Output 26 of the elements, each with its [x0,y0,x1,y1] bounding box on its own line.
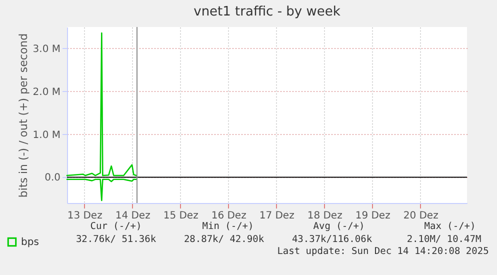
line-series [66,178,137,202]
text: 32.76k/ 51.36k [76,234,156,245]
line-series [66,32,137,176]
x-tick-label: 16 Dez [211,210,246,222]
y-tick-label: 0.0 [44,172,60,184]
x-tick-label: 15 Dez [163,210,198,222]
y-axis-title: bits in (-) / out (+) per second [16,33,30,198]
legend-label: bps [21,237,39,248]
x-tick-label: 19 Dez [355,210,390,222]
text: Min (-/+) [202,221,254,232]
text: Last update: Sun Dec 14 14:20:08 2025 [277,246,489,257]
text: 43.37k/116.06k [292,234,372,245]
x-tick-label: 14 Dez [115,210,150,222]
y-tick-label: 1.0 M [32,130,60,141]
chart-title: vnet1 traffic - by week [194,4,341,20]
text: Cur (-/+) [90,221,142,232]
x-tick-label: 20 Dez [403,210,438,222]
y-tick-label: 2.0 M [32,86,60,98]
text: 2.10M/ 10.47M [406,234,482,245]
x-tick-label: 18 Dez [307,210,342,222]
x-tick-label: 13 Dez [67,210,102,222]
text: 28.87k/ 42.90k [184,234,264,245]
y-tick-label: 3.0 M [32,44,60,55]
x-tick-label: 17 Dez [259,210,294,222]
text: Max (-/+) [424,221,476,232]
text: Avg (-/+) [313,221,365,232]
